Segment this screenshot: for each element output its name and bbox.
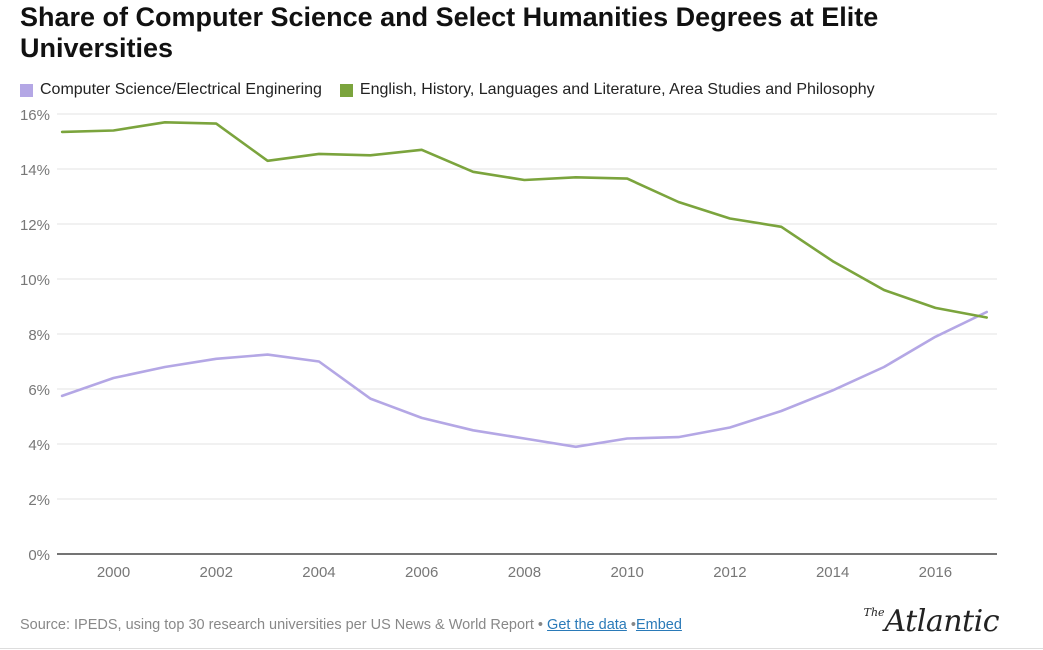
source-text: Source: IPEDS, using top 30 research uni… [20, 617, 534, 633]
y-tick-label: 10% [20, 272, 50, 289]
y-tick-label: 8% [28, 327, 50, 344]
chart-legend: Computer Science/Electrical Enginering E… [20, 80, 893, 100]
legend-item-humanities[interactable]: English, History, Languages and Literatu… [339, 81, 875, 99]
x-tick-label: 2002 [200, 564, 233, 581]
x-tick-label: 2016 [919, 564, 952, 581]
legend-item-computer-science[interactable]: Computer Science/Electrical Enginering [20, 81, 322, 99]
x-tick-label: 2004 [302, 564, 335, 581]
legend-swatch-humanities [339, 83, 353, 97]
x-tick-label: 2006 [405, 564, 438, 581]
y-tick-label: 4% [28, 437, 50, 454]
y-tick-label: 12% [20, 217, 50, 234]
get-the-data-link[interactable]: Get the data [547, 617, 627, 633]
y-tick-label: 6% [28, 382, 50, 399]
x-tick-label: 2000 [97, 564, 130, 581]
chart-title: Share of Computer Science and Select Hum… [20, 2, 879, 63]
y-tick-label: 0% [28, 547, 50, 564]
series-line-humanities [60, 120, 989, 319]
x-tick-label: 2008 [508, 564, 541, 581]
legend-label-computer-science: Computer Science/Electrical Enginering [40, 81, 322, 98]
x-tick-label: 2014 [816, 564, 849, 581]
y-tick-label: 2% [28, 492, 50, 509]
the-atlantic-logo: TheAtlantic [863, 604, 1000, 639]
x-tick-label: 2010 [610, 564, 643, 581]
y-tick-label: 16% [20, 107, 50, 124]
legend-label-humanities: English, History, Languages and Literatu… [359, 81, 875, 98]
bottom-divider [0, 648, 1043, 649]
series-line-computer-science [60, 310, 989, 449]
y-tick-label: 14% [20, 162, 50, 179]
x-tick-label: 2012 [713, 564, 746, 581]
source-footer: Source: IPEDS, using top 30 research uni… [20, 617, 682, 633]
line-chart: 0% 2% 4% 6% 8% 10% 12% 14% 16% 2000 2002 2004 2006 20… [20, 107, 997, 581]
footer-separator: • [626, 617, 636, 633]
embed-link[interactable]: Embed [635, 617, 682, 633]
legend-swatch-computer-science [20, 83, 33, 97]
logo-name: Atlantic [884, 604, 1000, 639]
logo-the: The [863, 606, 885, 619]
footer-separator: • [533, 617, 548, 633]
